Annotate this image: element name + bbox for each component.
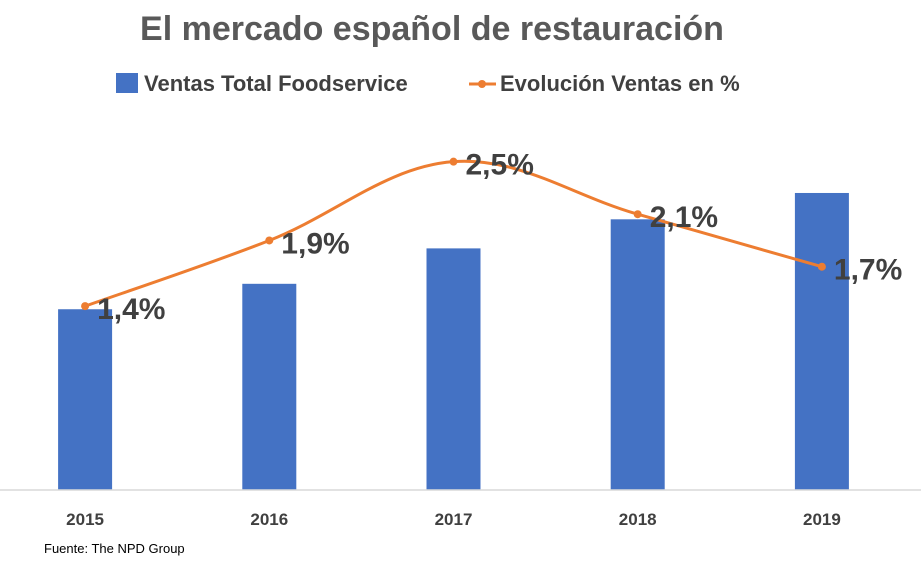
bar-2016 [242,283,297,490]
legend-line-label: Evolución Ventas en % [500,71,740,96]
point-2015 [81,302,90,311]
legend-bar-swatch [116,73,138,93]
data-label-2015: 1,4% [97,293,165,326]
legend: Ventas Total Foodservice Evolución Venta… [116,71,740,96]
point-2016 [265,236,274,245]
growth-data-labels: 1,4% 1,9% 2,5% 2,1% 1,7% [97,149,902,326]
bar-2015 [58,309,113,490]
x-tick-2019: 2019 [803,510,841,529]
point-2018 [633,210,642,219]
source-note: Fuente: The NPD Group [44,541,185,556]
x-tick-2015: 2015 [66,510,104,529]
x-tick-2016: 2016 [250,510,288,529]
x-axis-ticks: 2015 2016 2017 2018 2019 [66,510,841,529]
data-label-2018: 2,1% [650,201,718,234]
bar-2018 [610,219,665,491]
point-2019 [817,262,826,271]
chart-title: El mercado español de restauración [140,10,724,48]
legend-line-marker [478,80,486,88]
point-2017 [449,157,458,166]
x-tick-2018: 2018 [619,510,657,529]
bars-series [58,192,849,491]
data-label-2019: 1,7% [834,254,902,287]
data-label-2017: 2,5% [466,149,534,182]
growth-points [81,157,826,311]
legend-bar-label: Ventas Total Foodservice [144,71,408,96]
x-tick-2017: 2017 [435,510,473,529]
bar-2019 [794,192,849,490]
bar-2017 [426,248,481,490]
data-label-2016: 1,9% [281,227,349,260]
